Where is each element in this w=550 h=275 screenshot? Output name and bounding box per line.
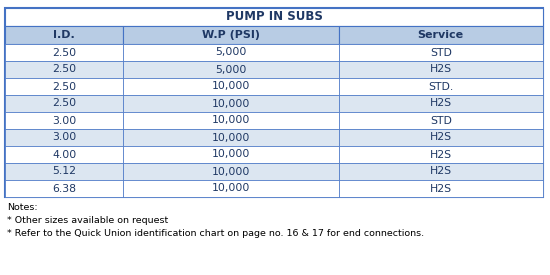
Bar bbox=[5, 146, 123, 163]
Text: STD: STD bbox=[430, 116, 452, 125]
Bar bbox=[339, 44, 543, 61]
Text: 2.50: 2.50 bbox=[52, 98, 76, 109]
Text: H2S: H2S bbox=[430, 98, 452, 109]
Text: STD: STD bbox=[430, 48, 452, 57]
Bar bbox=[123, 112, 339, 129]
Bar bbox=[339, 112, 543, 129]
Bar bbox=[123, 146, 339, 163]
Text: 4.00: 4.00 bbox=[52, 150, 76, 160]
Bar bbox=[5, 61, 123, 78]
Bar bbox=[5, 8, 543, 26]
Bar bbox=[339, 163, 543, 180]
Text: * Refer to the Quick Union identification chart on page no. 16 & 17 for end conn: * Refer to the Quick Union identificatio… bbox=[7, 229, 424, 238]
Bar bbox=[5, 163, 123, 180]
Text: * Other sizes available on request: * Other sizes available on request bbox=[7, 216, 168, 225]
Text: Service: Service bbox=[417, 30, 464, 40]
Bar bbox=[123, 26, 339, 44]
Bar bbox=[123, 163, 339, 180]
Text: 5,000: 5,000 bbox=[215, 48, 246, 57]
Text: 10,000: 10,000 bbox=[212, 150, 250, 160]
Text: H2S: H2S bbox=[430, 65, 452, 75]
Text: H2S: H2S bbox=[430, 133, 452, 142]
Bar bbox=[5, 26, 123, 44]
Bar bbox=[339, 95, 543, 112]
Text: PUMP IN SUBS: PUMP IN SUBS bbox=[226, 10, 322, 23]
Text: 2.50: 2.50 bbox=[52, 81, 76, 92]
Bar bbox=[339, 180, 543, 197]
Text: I.D.: I.D. bbox=[53, 30, 75, 40]
Text: 6.38: 6.38 bbox=[52, 183, 76, 194]
Bar bbox=[123, 44, 339, 61]
Text: STD.: STD. bbox=[428, 81, 453, 92]
Text: H2S: H2S bbox=[430, 183, 452, 194]
Bar bbox=[123, 95, 339, 112]
Bar bbox=[123, 180, 339, 197]
Bar bbox=[123, 61, 339, 78]
Text: 3.00: 3.00 bbox=[52, 116, 76, 125]
Bar bbox=[123, 78, 339, 95]
Text: 10,000: 10,000 bbox=[212, 166, 250, 177]
Bar bbox=[5, 129, 123, 146]
Bar bbox=[339, 78, 543, 95]
Text: 2.50: 2.50 bbox=[52, 48, 76, 57]
Bar bbox=[5, 112, 123, 129]
Bar bbox=[5, 180, 123, 197]
Bar bbox=[339, 26, 543, 44]
Text: Notes:: Notes: bbox=[7, 203, 37, 212]
Text: 10,000: 10,000 bbox=[212, 116, 250, 125]
Text: 2.50: 2.50 bbox=[52, 65, 76, 75]
Text: W.P (PSI): W.P (PSI) bbox=[202, 30, 260, 40]
Text: 10,000: 10,000 bbox=[212, 81, 250, 92]
Text: 10,000: 10,000 bbox=[212, 98, 250, 109]
Bar bbox=[339, 146, 543, 163]
Bar bbox=[339, 129, 543, 146]
Text: 3.00: 3.00 bbox=[52, 133, 76, 142]
Text: 5.12: 5.12 bbox=[52, 166, 76, 177]
Bar bbox=[5, 95, 123, 112]
Bar bbox=[5, 44, 123, 61]
Text: H2S: H2S bbox=[430, 166, 452, 177]
Text: 5,000: 5,000 bbox=[215, 65, 246, 75]
Text: H2S: H2S bbox=[430, 150, 452, 160]
Text: 10,000: 10,000 bbox=[212, 183, 250, 194]
Bar bbox=[5, 78, 123, 95]
Bar bbox=[339, 61, 543, 78]
Bar bbox=[123, 129, 339, 146]
Text: 10,000: 10,000 bbox=[212, 133, 250, 142]
